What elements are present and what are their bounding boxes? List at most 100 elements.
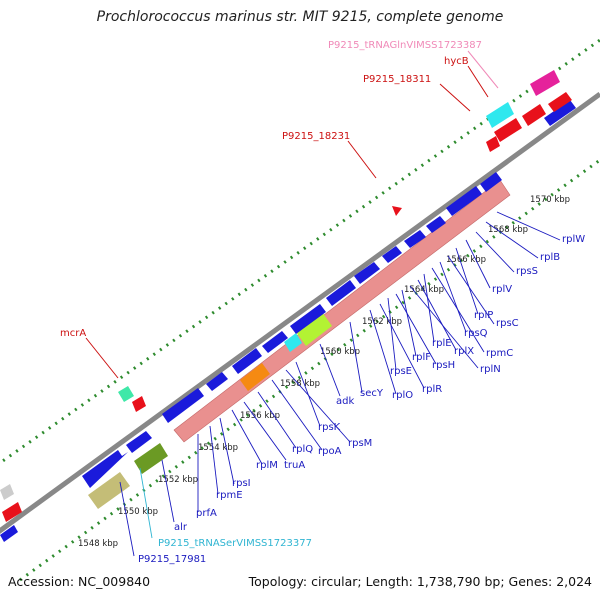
gene-label: rpsQ — [464, 328, 488, 339]
gene-label: rplF — [412, 352, 431, 363]
red-gene — [486, 136, 500, 152]
gene-arrow — [206, 372, 228, 391]
gene-label: rplB — [540, 252, 560, 263]
gene-arrow — [162, 388, 204, 423]
accession-text: Accession: NC_009840 — [8, 574, 151, 589]
label-leader — [347, 140, 377, 179]
gene-label: truA — [284, 460, 305, 471]
scale-labels: 1548 kbp 1550 kbp 1552 kbp 1554 kbp 1556… — [78, 195, 570, 549]
label-leader — [219, 417, 235, 485]
gene-arrow — [126, 431, 152, 453]
label-leader — [161, 459, 175, 523]
label-leader — [439, 261, 467, 333]
label-leader — [401, 289, 417, 357]
label-leader — [496, 211, 561, 241]
cyan-gene-small — [284, 333, 302, 352]
mint-gene — [118, 386, 134, 402]
gene-arrow — [290, 304, 326, 334]
gene-label: secY — [360, 388, 384, 399]
label-leader — [467, 65, 489, 98]
scale-label: 1562 kbp — [362, 317, 402, 327]
label-leader — [319, 343, 341, 397]
upper-genes — [0, 70, 572, 522]
gene-arrow — [446, 186, 482, 216]
gene-arrow — [354, 262, 380, 284]
gene-label: rpoA — [318, 446, 342, 457]
gene-arrow — [480, 172, 502, 192]
scale-label: 1548 kbp — [78, 539, 118, 549]
scale-label: 1560 kbp — [320, 347, 360, 357]
label-leader — [243, 401, 287, 461]
gene-label: P9215_18311 — [363, 74, 431, 85]
label-leader — [467, 50, 499, 89]
gene-label: adk — [336, 396, 354, 407]
scale-label: 1564 kbp — [404, 285, 444, 295]
label-leader — [485, 221, 539, 259]
label-leader — [257, 391, 297, 449]
darkolive-gene-block — [134, 443, 168, 474]
grey-gene — [0, 484, 14, 500]
label-leader — [231, 409, 263, 465]
red-gene — [494, 118, 522, 142]
gene-arrow — [544, 100, 576, 126]
red-gene — [2, 502, 22, 522]
gene-label: rplX — [454, 346, 474, 357]
gene-label: rpsI — [232, 478, 251, 489]
gene-label: prfA — [196, 508, 217, 519]
label-leader — [417, 279, 457, 351]
red-gene — [132, 396, 146, 412]
label-leader — [119, 481, 135, 557]
label-leader — [431, 267, 485, 353]
label-leader — [475, 231, 515, 273]
label-leader — [369, 309, 397, 395]
ribosomal-operon-track — [88, 179, 511, 509]
gene-label: hycB — [444, 56, 469, 67]
gene-label: rpsK — [318, 422, 341, 433]
scale-label: 1570 kbp — [530, 195, 570, 205]
gene-label: rpsM — [348, 438, 372, 449]
gene-label: alr — [174, 522, 188, 533]
outer-dotted-track — [0, 38, 600, 465]
gene-label: rplN — [480, 364, 501, 375]
gene-label: rplO — [392, 390, 413, 401]
scale-label: 1568 kbp — [488, 225, 528, 235]
gene-label: P9215_18231 — [282, 131, 350, 142]
gene-label: P9215_tRNASerVIMSS1723377 — [158, 538, 312, 549]
gene-label: rplM — [256, 460, 278, 471]
gene-label: rpsH — [432, 360, 455, 371]
label-leader — [395, 293, 437, 365]
map-title: Prochlorococcus marinus str. MIT 9215, c… — [96, 9, 504, 25]
label-leader — [465, 239, 491, 289]
label-leader — [447, 255, 495, 325]
gene-arrow — [0, 525, 18, 542]
gene-label: rplW — [562, 234, 585, 245]
gene-label: rplQ — [292, 444, 313, 455]
label-leader — [271, 379, 323, 451]
scale-label: 1558 kbp — [280, 379, 320, 389]
label-leader — [209, 425, 219, 495]
bottom-gene-labels: rplW rplB rpsS rplV rplP rpsC rpsQ rpmC … — [119, 211, 585, 565]
genome-backbone — [0, 91, 600, 534]
gene-label: rplR — [422, 384, 442, 395]
label-leader — [439, 83, 471, 112]
red-gene — [522, 104, 546, 126]
red-marker — [392, 206, 402, 216]
gene-label: rplP — [474, 310, 493, 321]
scale-label: 1554 kbp — [198, 443, 238, 453]
gene-arrow — [404, 230, 426, 248]
gene-arrow — [82, 450, 128, 488]
gene-label: rpmE — [216, 490, 243, 501]
label-leader — [387, 297, 397, 371]
orange-gene-block — [240, 363, 270, 391]
gene-arrow — [262, 331, 288, 353]
red-gene — [548, 92, 572, 112]
magenta-gene — [530, 70, 560, 96]
gene-label: P9215_17981 — [138, 554, 206, 565]
gene-label: mcrA — [60, 328, 86, 339]
genome-summary-text: Topology: circular; Length: 1,738,790 bp… — [248, 574, 592, 589]
label-leader — [285, 369, 351, 443]
gene-label: rpsE — [390, 366, 412, 377]
scale-label: 1552 kbp — [158, 475, 198, 485]
gene-label: P9215_tRNAGlnVIMSS1723387 — [328, 40, 482, 51]
gene-label: rplV — [492, 284, 512, 295]
